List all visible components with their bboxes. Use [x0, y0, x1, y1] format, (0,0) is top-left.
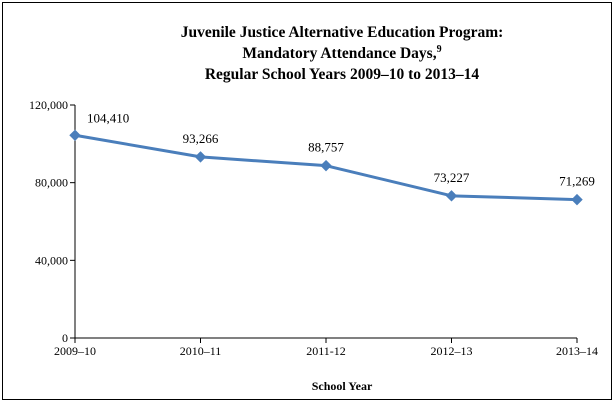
- y-tick-label: 80,000: [35, 176, 68, 190]
- chart-frame: [2, 2, 612, 400]
- chart-title-line-2: Mandatory Attendance Days,9: [242, 44, 441, 62]
- x-tick-label: 2011-12: [306, 344, 346, 358]
- x-tick-label: 2009–10: [54, 344, 96, 358]
- data-point-marker: [320, 159, 332, 172]
- data-point-marker: [571, 193, 583, 206]
- data-label: 88,757: [308, 140, 344, 155]
- x-tick-label: 2010–11: [180, 344, 222, 358]
- data-point-marker: [69, 129, 81, 141]
- y-tick-label: 40,000: [35, 253, 68, 267]
- y-tick-label: 0: [62, 331, 68, 345]
- chart-title-line-1: Juvenile Justice Alternative Education P…: [181, 24, 504, 41]
- chart-title-line-2-text: Mandatory Attendance Days,: [242, 45, 436, 62]
- data-label: 104,410: [87, 110, 129, 125]
- chart-title-line-3: Regular School Years 2009–10 to 2013–14: [205, 66, 480, 83]
- data-label: 73,227: [434, 170, 470, 185]
- data-point-marker: [194, 151, 207, 163]
- chart-title: Juvenile Justice Alternative Education P…: [181, 24, 504, 83]
- chart-title-footnote-marker: 9: [437, 44, 442, 55]
- x-axis-title: School Year: [312, 379, 373, 393]
- x-tick-label: 2012–13: [431, 344, 473, 358]
- x-tick-label: 2013–14: [556, 344, 598, 358]
- data-label: 71,269: [559, 174, 595, 189]
- data-label: 93,266: [183, 131, 219, 146]
- y-tick-label: 120,000: [29, 98, 68, 112]
- data-point-marker: [445, 190, 458, 202]
- data-labels: 104,410 93,266 88,757 73,227 71,269: [87, 110, 595, 188]
- series-line: [69, 129, 583, 206]
- axes: 0 40,000 80,000 120,000 2009–10 2010–11 2011-1…: [29, 98, 598, 358]
